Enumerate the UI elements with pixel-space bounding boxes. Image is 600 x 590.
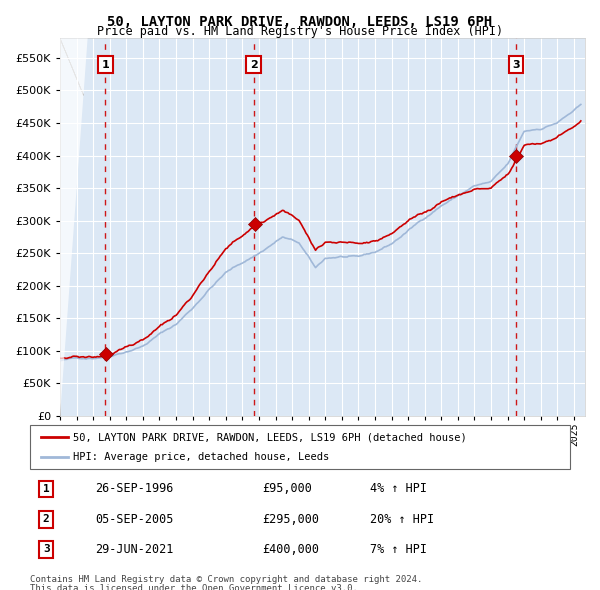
Text: 26-SEP-1996: 26-SEP-1996 [95,483,173,496]
Text: Price paid vs. HM Land Registry's House Price Index (HPI): Price paid vs. HM Land Registry's House … [97,25,503,38]
Text: 29-JUN-2021: 29-JUN-2021 [95,543,173,556]
Text: HPI: Average price, detached house, Leeds: HPI: Average price, detached house, Leed… [73,452,329,461]
Text: 3: 3 [43,545,50,555]
Text: This data is licensed under the Open Government Licence v3.0.: This data is licensed under the Open Gov… [30,584,358,590]
Text: £95,000: £95,000 [262,483,312,496]
Text: 4% ↑ HPI: 4% ↑ HPI [370,483,427,496]
Text: 7% ↑ HPI: 7% ↑ HPI [370,543,427,556]
Text: Contains HM Land Registry data © Crown copyright and database right 2024.: Contains HM Land Registry data © Crown c… [30,575,422,584]
FancyBboxPatch shape [30,425,570,469]
Text: 2: 2 [43,514,50,524]
Text: 2: 2 [250,60,257,70]
Text: 1: 1 [43,484,50,494]
Text: £400,000: £400,000 [262,543,319,556]
Text: 50, LAYTON PARK DRIVE, RAWDON, LEEDS, LS19 6PH (detached house): 50, LAYTON PARK DRIVE, RAWDON, LEEDS, LS… [73,432,467,442]
Text: 05-SEP-2005: 05-SEP-2005 [95,513,173,526]
Text: 50, LAYTON PARK DRIVE, RAWDON, LEEDS, LS19 6PH: 50, LAYTON PARK DRIVE, RAWDON, LEEDS, LS… [107,15,493,29]
Text: 3: 3 [512,60,520,70]
Text: £295,000: £295,000 [262,513,319,526]
Text: 1: 1 [101,60,109,70]
Polygon shape [60,38,88,416]
Text: 20% ↑ HPI: 20% ↑ HPI [370,513,434,526]
